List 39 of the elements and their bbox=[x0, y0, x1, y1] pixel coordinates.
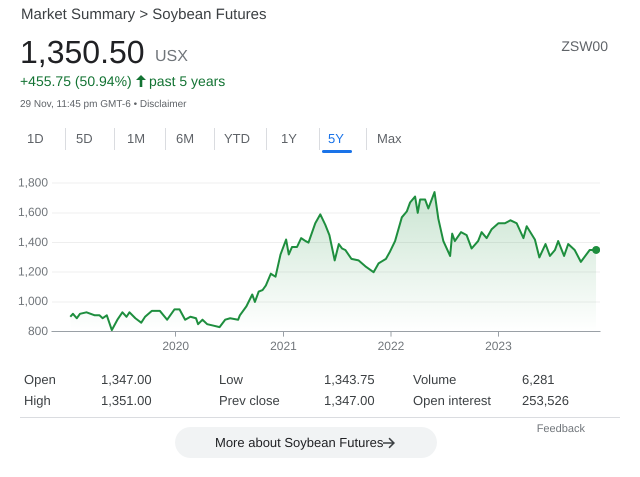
text: Open interest bbox=[413, 393, 492, 408]
y-tick-label: 1,800 bbox=[18, 176, 48, 190]
y-tick-label: 1,400 bbox=[18, 234, 48, 249]
y-tick-label: 1,200 bbox=[18, 264, 48, 279]
text: High bbox=[24, 393, 51, 408]
text: Open bbox=[24, 372, 56, 387]
text: 1,343.75 bbox=[324, 372, 375, 387]
text: 253,526 bbox=[522, 393, 569, 408]
text: More about Soybean Futures bbox=[215, 435, 384, 450]
text: 1Y bbox=[281, 131, 297, 146]
text: Feedback bbox=[536, 423, 585, 435]
x-tick-label: 2023 bbox=[485, 339, 512, 354]
text: 6M bbox=[176, 131, 194, 146]
text: 6,281 bbox=[522, 372, 555, 387]
text: 5D bbox=[76, 131, 93, 146]
x-tick-label: 2020 bbox=[162, 339, 190, 354]
text: 5Y bbox=[328, 131, 344, 146]
chart-title: Market Summary > Soybean Futures bbox=[21, 6, 267, 23]
text: 1,350.50 bbox=[20, 34, 145, 71]
x-tick-label: 2022 bbox=[378, 339, 405, 354]
y-tick-label: 1,000 bbox=[18, 294, 48, 308]
text: past 5 years bbox=[149, 73, 226, 89]
text: ZSW00 bbox=[561, 38, 608, 54]
text: 1,347.00 bbox=[101, 372, 152, 387]
text: YTD bbox=[224, 131, 250, 146]
y-tick-label: 1,600 bbox=[18, 205, 48, 220]
text: +455.75 (50.94%) bbox=[20, 73, 132, 89]
text: 1M bbox=[127, 131, 146, 146]
text: 1,351.00 bbox=[101, 393, 152, 408]
text: Low bbox=[219, 372, 243, 387]
text: Volume bbox=[413, 372, 456, 387]
y-tick-label: 800 bbox=[28, 324, 48, 338]
text: 29 Nov, 11:45 pm GMT-6 • Disclaimer bbox=[20, 99, 187, 110]
text: 1D bbox=[27, 131, 44, 146]
text: 1,347.00 bbox=[324, 393, 375, 408]
text: Max bbox=[377, 131, 402, 146]
x-tick-label: 2021 bbox=[270, 339, 298, 354]
text: USX bbox=[155, 48, 188, 66]
text: Prev close bbox=[219, 393, 280, 408]
